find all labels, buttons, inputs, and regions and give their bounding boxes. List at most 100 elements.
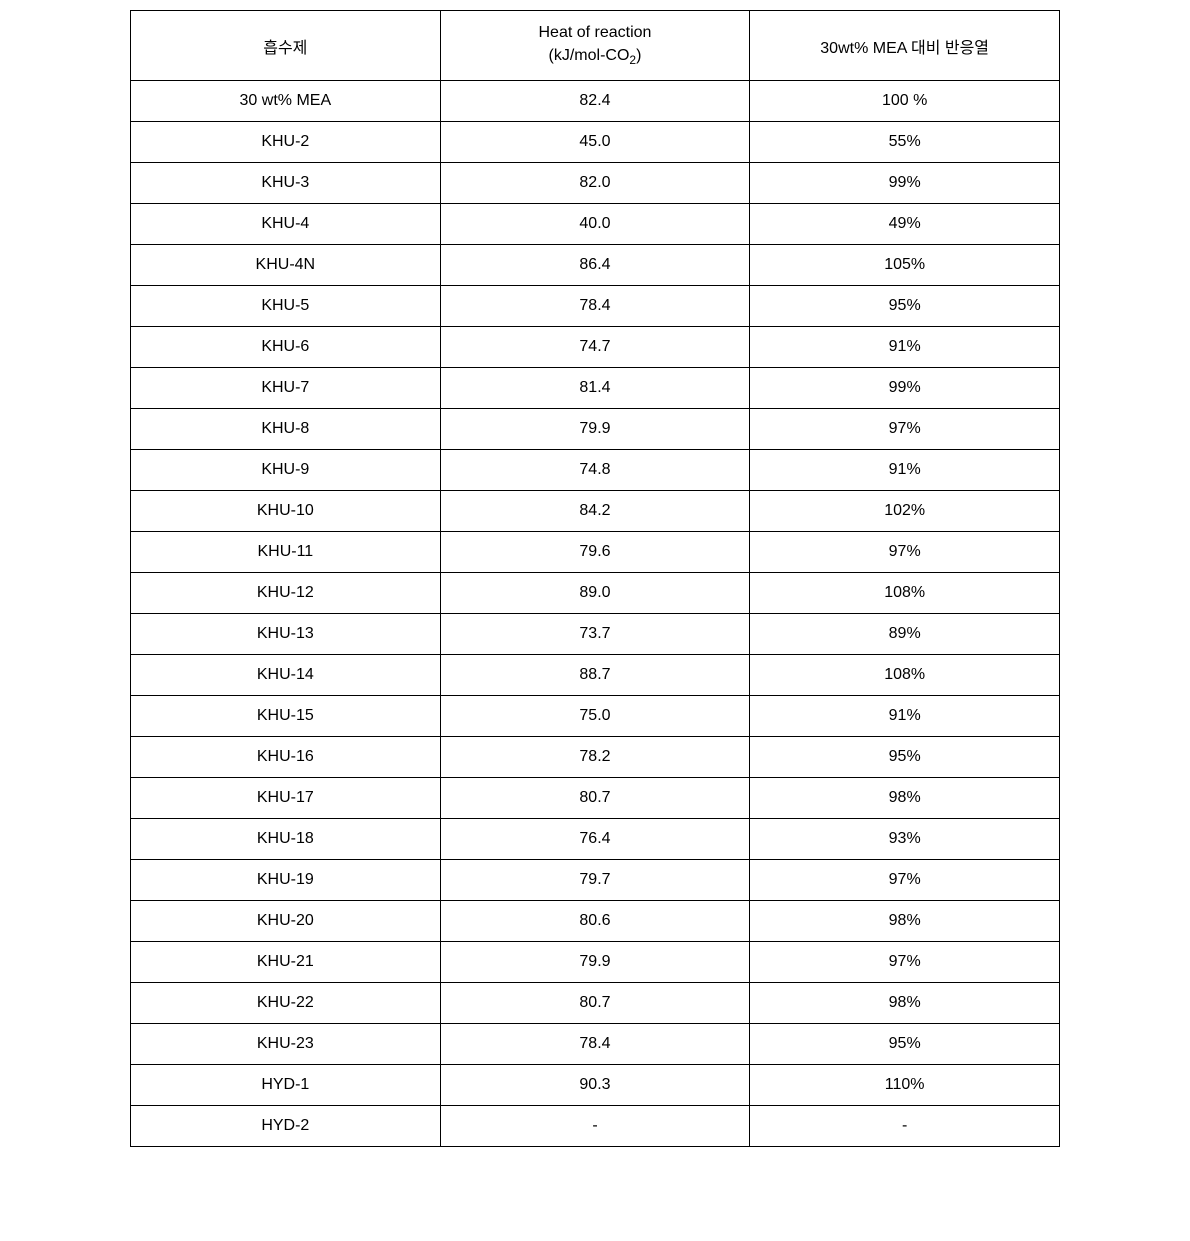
table-row: HYD-190.3110% [131,1065,1060,1106]
cell-ratio: 98% [750,778,1060,819]
cell-heat: 80.6 [440,901,750,942]
table-row: KHU-440.049% [131,204,1060,245]
table-row: KHU-2179.997% [131,942,1060,983]
cell-ratio: 108% [750,655,1060,696]
cell-heat: 78.4 [440,1024,750,1065]
table-row: KHU-578.495% [131,286,1060,327]
cell-ratio: 89% [750,614,1060,655]
header-ratio-text: 30wt% MEA 대비 반응열 [820,40,989,57]
cell-ratio: 91% [750,696,1060,737]
cell-absorbent: KHU-23 [131,1024,441,1065]
cell-absorbent: KHU-12 [131,573,441,614]
cell-heat: 75.0 [440,696,750,737]
cell-heat: - [440,1106,750,1147]
cell-heat: 90.3 [440,1065,750,1106]
cell-ratio: 110% [750,1065,1060,1106]
cell-ratio: 91% [750,327,1060,368]
cell-ratio: 97% [750,532,1060,573]
cell-ratio: 99% [750,163,1060,204]
header-heat-prefix: (kJ/mol-CO [549,47,630,64]
cell-heat: 89.0 [440,573,750,614]
header-absorbent-text: 흡수제 [263,40,307,57]
cell-heat: 86.4 [440,245,750,286]
table-row: KHU-1979.797% [131,860,1060,901]
cell-ratio: 108% [750,573,1060,614]
cell-heat: 88.7 [440,655,750,696]
cell-absorbent: KHU-2 [131,122,441,163]
cell-heat: 74.8 [440,450,750,491]
header-heat: Heat of reaction (kJ/mol-CO2) [440,11,750,81]
cell-heat: 79.6 [440,532,750,573]
cell-heat: 79.9 [440,409,750,450]
cell-absorbent: KHU-8 [131,409,441,450]
cell-heat: 84.2 [440,491,750,532]
table-row: KHU-674.791% [131,327,1060,368]
cell-ratio: 49% [750,204,1060,245]
cell-heat: 79.7 [440,860,750,901]
table-row: HYD-2-- [131,1106,1060,1147]
cell-ratio: 97% [750,860,1060,901]
table-row: KHU-245.055% [131,122,1060,163]
table-row: KHU-4N86.4105% [131,245,1060,286]
cell-heat: 80.7 [440,983,750,1024]
cell-absorbent: KHU-3 [131,163,441,204]
cell-ratio: 105% [750,245,1060,286]
table-row: KHU-1289.0108% [131,573,1060,614]
cell-heat: 82.4 [440,81,750,122]
cell-absorbent: KHU-20 [131,901,441,942]
cell-absorbent: HYD-2 [131,1106,441,1147]
table-row: KHU-1678.295% [131,737,1060,778]
heat-of-reaction-table: 흡수제 Heat of reaction (kJ/mol-CO2) 30wt% … [130,10,1060,1147]
table-row: KHU-1575.091% [131,696,1060,737]
cell-heat: 78.2 [440,737,750,778]
cell-absorbent: KHU-17 [131,778,441,819]
table-row: KHU-382.099% [131,163,1060,204]
cell-heat: 40.0 [440,204,750,245]
cell-absorbent: KHU-7 [131,368,441,409]
table-row: KHU-879.997% [131,409,1060,450]
table-row: KHU-1780.798% [131,778,1060,819]
cell-ratio: 95% [750,1024,1060,1065]
header-absorbent: 흡수제 [131,11,441,81]
cell-absorbent: KHU-11 [131,532,441,573]
table-row: KHU-2280.798% [131,983,1060,1024]
cell-absorbent: KHU-9 [131,450,441,491]
cell-ratio: 98% [750,983,1060,1024]
table-row: KHU-781.499% [131,368,1060,409]
table-body: 30 wt% MEA82.4100 %KHU-245.055%KHU-382.0… [131,81,1060,1147]
table-row: KHU-1084.2102% [131,491,1060,532]
header-heat-line2: (kJ/mol-CO2) [441,45,750,69]
cell-heat: 81.4 [440,368,750,409]
cell-heat: 74.7 [440,327,750,368]
cell-ratio: 91% [750,450,1060,491]
table-row: KHU-1179.697% [131,532,1060,573]
cell-heat: 45.0 [440,122,750,163]
cell-absorbent: KHU-4 [131,204,441,245]
cell-ratio: 95% [750,737,1060,778]
cell-absorbent: KHU-19 [131,860,441,901]
cell-ratio: 102% [750,491,1060,532]
cell-absorbent: KHU-4N [131,245,441,286]
cell-absorbent: HYD-1 [131,1065,441,1106]
table-row: KHU-1373.789% [131,614,1060,655]
cell-absorbent: KHU-14 [131,655,441,696]
cell-ratio: 55% [750,122,1060,163]
header-ratio: 30wt% MEA 대비 반응열 [750,11,1060,81]
cell-ratio: 97% [750,942,1060,983]
header-heat-suffix: ) [636,47,641,64]
cell-ratio: 100 % [750,81,1060,122]
cell-ratio: 93% [750,819,1060,860]
header-row: 흡수제 Heat of reaction (kJ/mol-CO2) 30wt% … [131,11,1060,81]
table-row: KHU-2378.495% [131,1024,1060,1065]
cell-absorbent: KHU-13 [131,614,441,655]
heat-of-reaction-table-container: 흡수제 Heat of reaction (kJ/mol-CO2) 30wt% … [130,10,1060,1147]
cell-absorbent: KHU-5 [131,286,441,327]
cell-heat: 80.7 [440,778,750,819]
cell-absorbent: KHU-18 [131,819,441,860]
cell-absorbent: KHU-6 [131,327,441,368]
table-row: KHU-2080.698% [131,901,1060,942]
cell-absorbent: KHU-16 [131,737,441,778]
table-row: KHU-1488.7108% [131,655,1060,696]
cell-heat: 78.4 [440,286,750,327]
cell-absorbent: 30 wt% MEA [131,81,441,122]
